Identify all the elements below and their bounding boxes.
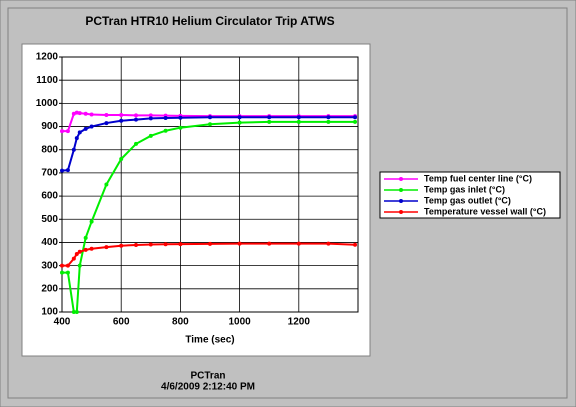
data-point <box>134 113 138 118</box>
x-tick-label: 1200 <box>288 317 311 328</box>
data-point <box>296 115 301 120</box>
data-point <box>163 115 168 120</box>
data-point <box>77 111 82 116</box>
data-point <box>104 121 109 126</box>
data-point <box>77 263 82 268</box>
data-point <box>353 115 358 120</box>
data-point <box>148 133 153 138</box>
data-point <box>74 310 79 314</box>
data-point <box>163 128 168 133</box>
data-point <box>119 243 124 248</box>
data-point <box>267 241 272 246</box>
y-tick-label: 1200 <box>36 52 59 63</box>
x-tick-label: 1000 <box>228 317 251 328</box>
data-point <box>134 243 138 248</box>
data-point <box>178 125 183 130</box>
legend-marker <box>399 199 403 203</box>
data-point <box>326 241 331 246</box>
y-tick-label: 200 <box>41 283 58 294</box>
data-point <box>267 119 272 124</box>
y-tick-label: 100 <box>41 307 58 318</box>
data-point <box>89 219 94 224</box>
data-point <box>326 115 331 120</box>
data-point <box>65 270 70 275</box>
data-point <box>326 119 331 124</box>
data-point <box>89 112 94 117</box>
data-point <box>65 168 70 173</box>
data-point <box>65 263 70 268</box>
data-point <box>71 310 76 314</box>
plot-panel <box>21 43 371 357</box>
footer: 4/6/2009 2:12:40 PM <box>161 382 255 393</box>
data-point <box>237 120 242 125</box>
data-point <box>119 112 124 117</box>
data-point <box>77 130 82 135</box>
data-point <box>237 115 242 120</box>
data-point <box>119 157 124 161</box>
y-tick-label: 300 <box>41 260 58 271</box>
y-tick-label: 500 <box>41 214 58 225</box>
data-point <box>60 129 64 134</box>
x-tick-label: 600 <box>113 317 130 328</box>
data-point <box>89 124 94 129</box>
data-point <box>104 112 109 117</box>
data-point <box>296 119 301 124</box>
x-tick-label: 400 <box>54 317 71 328</box>
data-point <box>163 242 168 247</box>
data-point <box>148 116 153 121</box>
data-point <box>148 242 153 247</box>
data-point <box>353 242 358 247</box>
y-tick-label: 1100 <box>36 75 58 86</box>
data-point <box>208 122 212 127</box>
data-point <box>83 126 88 131</box>
data-point <box>60 270 64 275</box>
data-point <box>178 115 183 120</box>
legend-marker <box>399 210 403 214</box>
y-tick-label: 700 <box>41 168 58 179</box>
legend-marker <box>399 177 403 181</box>
y-tick-label: 600 <box>41 191 58 202</box>
legend-label: Temp gas outlet (°C) <box>424 195 511 205</box>
y-tick-label: 800 <box>41 144 58 155</box>
data-point <box>208 115 212 120</box>
data-point <box>60 263 64 268</box>
data-point <box>77 249 82 254</box>
chart-title: PCTran HTR10 Helium Circulator Trip ATWS <box>85 14 334 28</box>
data-point <box>83 247 88 252</box>
legend-label: Temp fuel center line (°C) <box>424 173 532 183</box>
data-point <box>104 245 109 250</box>
data-point <box>83 235 88 240</box>
footer: PCTran <box>190 371 225 382</box>
data-point <box>71 147 76 152</box>
data-point <box>208 241 212 246</box>
data-point <box>148 113 153 118</box>
data-point <box>74 110 79 115</box>
data-point <box>134 117 138 122</box>
data-point <box>71 256 76 261</box>
data-point <box>353 119 358 124</box>
data-point <box>134 141 138 146</box>
data-point <box>119 118 124 123</box>
data-point <box>83 111 88 116</box>
data-point <box>74 136 79 141</box>
data-point <box>74 252 79 257</box>
x-axis-label: Time (sec) <box>185 335 234 346</box>
data-point <box>296 241 301 246</box>
data-point <box>178 242 183 247</box>
data-point <box>104 182 109 187</box>
data-point <box>65 129 70 134</box>
data-point <box>267 115 272 120</box>
data-point <box>60 168 64 173</box>
y-tick-label: 400 <box>41 237 58 248</box>
x-tick-label: 800 <box>172 317 189 328</box>
legend-label: Temp gas inlet (°C) <box>424 184 505 194</box>
plot-border <box>61 56 359 313</box>
legend-marker <box>399 188 403 192</box>
data-point <box>89 246 94 251</box>
y-tick-label: 1000 <box>36 98 59 109</box>
legend-label: Temperature vessel wall (°C) <box>424 206 546 216</box>
y-tick-label: 900 <box>41 121 58 132</box>
data-point <box>237 241 242 246</box>
